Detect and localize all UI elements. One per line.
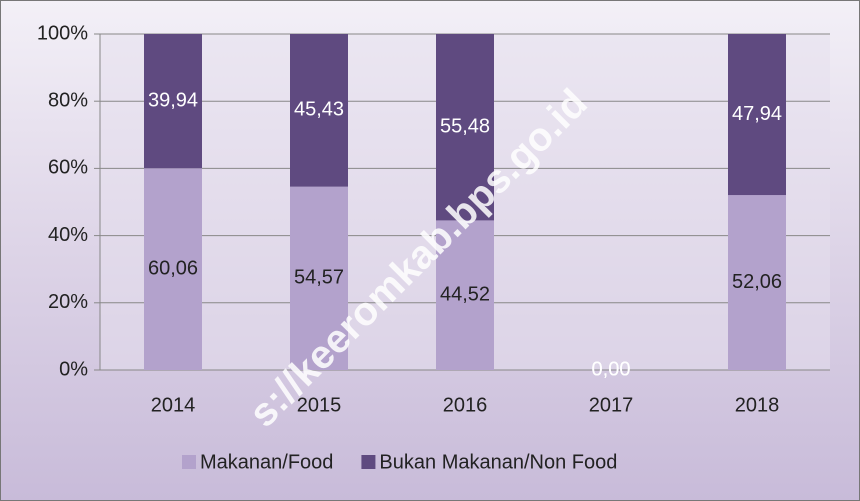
data-label: 0,00 bbox=[592, 358, 631, 380]
data-label: 0,00 bbox=[592, 358, 631, 380]
y-tick-label: 80% bbox=[48, 89, 88, 111]
data-label: 55,48 bbox=[440, 115, 490, 137]
bar-segment bbox=[144, 168, 202, 370]
x-tick-label: 2017 bbox=[589, 394, 634, 416]
bar-segment bbox=[728, 34, 786, 196]
x-tick-label: 2015 bbox=[297, 394, 342, 416]
legend-swatch bbox=[182, 455, 196, 469]
bar-segment bbox=[144, 34, 202, 169]
x-tick-label: 2014 bbox=[151, 394, 196, 416]
data-label: 52,06 bbox=[732, 271, 782, 293]
data-label: 44,52 bbox=[440, 283, 490, 305]
x-tick-label: 2016 bbox=[443, 394, 488, 416]
data-label: 45,43 bbox=[294, 99, 344, 121]
legend-label: Bukan Makanan/Non Food bbox=[379, 451, 617, 473]
legend-swatch bbox=[361, 455, 376, 469]
y-tick-label: 100% bbox=[37, 22, 88, 44]
y-tick-label: 20% bbox=[48, 291, 88, 313]
legend-label: Makanan/Food bbox=[200, 451, 333, 473]
bar-segment bbox=[436, 220, 494, 370]
bar-segment bbox=[290, 186, 348, 370]
y-tick-label: 60% bbox=[48, 157, 88, 179]
data-label: 60,06 bbox=[148, 257, 198, 279]
data-label: 54,57 bbox=[294, 267, 344, 289]
y-tick-label: 0% bbox=[59, 358, 88, 380]
bar-segment bbox=[728, 195, 786, 370]
bar-segment bbox=[290, 34, 348, 187]
x-tick-label: 2018 bbox=[735, 394, 780, 416]
bar-segment bbox=[436, 34, 494, 221]
data-label: 47,94 bbox=[732, 103, 782, 125]
data-label: 39,94 bbox=[148, 89, 198, 111]
y-tick-label: 40% bbox=[48, 224, 88, 246]
